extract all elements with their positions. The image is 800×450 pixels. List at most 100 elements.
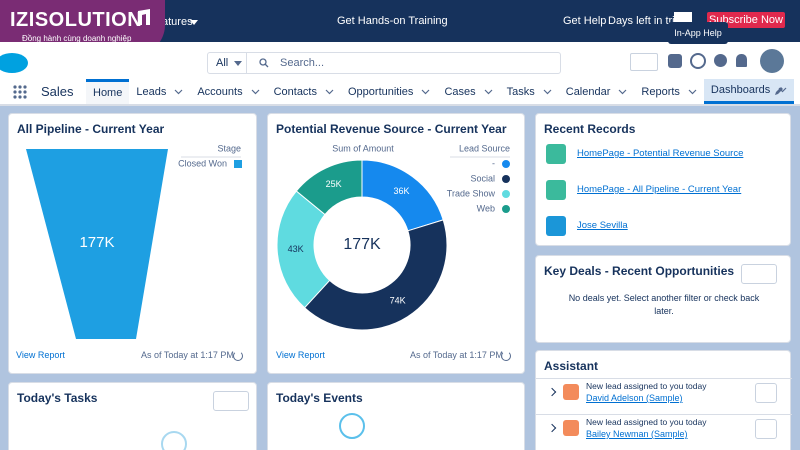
segment-label: 43K [288,244,304,254]
lead-icon [563,384,579,400]
legend-label: Closed Won [178,158,227,168]
donut-segment [295,159,363,216]
divider [246,53,247,73]
search-box[interactable]: All Search... [207,52,561,74]
legend-swatch [502,160,510,168]
assistant-link[interactable]: Bailey Newman (Sample) [586,429,688,439]
training-link[interactable]: Get Hands-on Training [337,15,448,27]
assistant-card: Assistant New lead assigned to you today… [535,350,792,450]
recent-records-card: Recent Records HomePage - Potential Reve… [535,113,791,246]
axis-label: Sum of Amount [332,143,394,153]
trial-text: Days left in trial [608,15,684,27]
dismiss-button[interactable] [755,419,777,439]
tab-label: Accounts [197,85,243,98]
legend-label: Trade Show [447,188,496,198]
record-link[interactable]: Jose Sevilla [577,220,628,231]
card-title: Today's Events [276,391,363,405]
favorites-button[interactable] [630,53,658,71]
legend-label: - [492,158,495,168]
nav-tab[interactable]: Contacts [267,79,341,104]
legend-swatch [234,160,242,168]
help-button[interactable] [690,53,706,69]
donut-chart: Sum of Amount Lead Source 36K - 74K Social 4… [276,143,510,331]
tab-list: Home Leads Accounts Contacts Opportunities Ca… [86,79,795,104]
chevron [618,89,627,94]
donut-center-label: 177K [343,236,381,253]
filter-button[interactable] [741,264,777,284]
settings-button[interactable] [714,54,727,67]
lead-icon [563,420,579,436]
tab-chevron [484,89,493,94]
card-title: All Pipeline - Current Year [17,122,165,136]
search-placeholder: Search... [280,57,325,69]
view-report-link[interactable]: View Report [276,350,325,360]
tab-chevron [688,89,697,94]
empty-message: No deals yet. Select another filter or c… [568,293,760,316]
search-scope[interactable]: All [216,57,229,69]
legend-label: Web [477,203,495,213]
nav-tab[interactable]: Reports [634,79,704,104]
funnel-label: 177K [79,234,114,251]
brand-icon [138,9,150,25]
record-icon [546,216,566,236]
nav-tab[interactable]: Calendar [559,79,635,104]
legend-swatch [502,205,510,213]
nav-tab[interactable]: Opportunities [341,79,437,104]
notifications-button[interactable] [736,54,747,67]
help-link[interactable]: Get Help [563,15,607,27]
assistant-link[interactable]: David Adelson (Sample) [586,393,683,403]
segment-label: 74K [390,296,406,306]
tab-chevron [325,89,334,94]
app-name: Sales [41,84,74,99]
expand-chevron[interactable] [547,387,557,397]
refresh-button[interactable] [501,351,511,361]
chevron [325,89,334,94]
nav-tab[interactable]: Tasks [500,79,559,104]
dismiss-button[interactable] [755,383,777,403]
record-link[interactable]: HomePage - All Pipeline - Current Year [577,184,742,195]
tab-label: Opportunities [348,85,414,98]
nav-tab[interactable]: Dashboards [703,79,795,104]
filter-button[interactable] [213,391,249,411]
illustration [339,413,365,439]
chevron [251,89,260,94]
nav-tab[interactable]: Home [86,79,130,104]
header-bar: All Search... [0,42,800,79]
tab-chevron [618,89,627,94]
nav-tab[interactable]: Leads [129,79,190,104]
caret [190,20,198,25]
card-title: Recent Records [544,122,636,136]
nav-tab[interactable]: Cases [437,79,499,104]
refresh-button[interactable] [233,351,243,361]
nav-tab[interactable]: Accounts [190,79,266,104]
chevron [174,89,183,94]
tab-label: Leads [136,85,167,98]
expand-chevron[interactable] [547,423,557,433]
add-button[interactable] [668,54,682,68]
card-title: Assistant [544,359,599,373]
assistant-text: New lead assigned to you today [586,417,707,427]
edit-nav[interactable] [774,86,784,96]
tab-label: Contacts [273,85,317,98]
tab-label: Reports [641,85,680,98]
chevron [484,89,493,94]
card-title: Potential Revenue Source - Current Year [276,122,507,136]
tooltip: In-App Help [668,22,728,44]
segment-label: 25K [326,179,342,189]
view-report-link[interactable]: View Report [16,350,65,360]
record-link[interactable]: HomePage - Potential Revenue Source [577,148,744,159]
illustration [161,431,187,450]
tab-chevron [543,89,552,94]
app-launcher[interactable] [13,85,27,99]
funnel-segment [26,149,168,339]
record-icon [546,180,566,200]
divider [536,378,792,379]
key-deals-card: Key Deals - Recent Opportunities No deal… [535,255,791,343]
tab-label: Calendar [565,85,611,98]
features-menu[interactable]: atures [162,16,193,28]
refresh-time: As of Today at 1:17 PM [410,350,503,360]
tab-label: Home [93,87,123,99]
avatar[interactable] [760,49,784,73]
caret [234,61,242,66]
